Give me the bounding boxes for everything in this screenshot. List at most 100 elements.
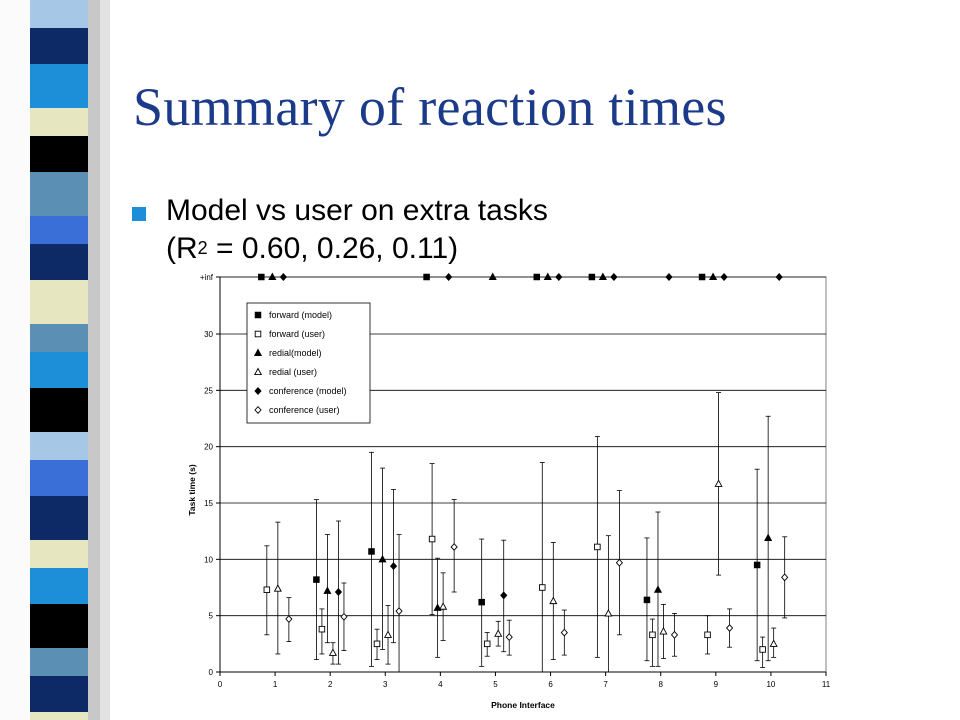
data-point-square [643, 596, 651, 604]
data-point-triangle [709, 272, 718, 281]
data-point-diamond [555, 273, 563, 281]
stripe-block [30, 216, 88, 244]
data-point-diamond [781, 573, 789, 582]
data-point-square [759, 646, 766, 653]
series-redial-model [268, 272, 773, 667]
legend-entry-label: forward (model) [269, 310, 332, 320]
data-point-square [313, 576, 320, 583]
slide-title: Summary of reaction times [133, 77, 727, 137]
x-tick-label: 5 [493, 680, 498, 689]
bullet-text: Model vs user on extra tasks (R2 = 0.60,… [166, 192, 548, 268]
series-conference-user [285, 490, 789, 673]
stripe-block [30, 108, 88, 136]
x-tick-label: 9 [714, 680, 719, 689]
x-tick-label: 8 [659, 680, 664, 689]
data-point-square [588, 273, 596, 281]
stripe-block [30, 496, 88, 540]
data-point-diamond [334, 588, 343, 596]
data-point-square [428, 535, 436, 543]
data-point-square [478, 598, 485, 606]
stripe-block [30, 64, 88, 108]
x-tick-label: 3 [383, 680, 388, 689]
data-point-triangle [323, 586, 332, 594]
reaction-time-chart: 0 5 10 15 20 25 30 +inf 0 1 2 3 4 5 6 7 8 9 10 11 forward (… [187, 272, 831, 710]
x-tick-label: 2 [328, 680, 333, 689]
x-tick-label: 10 [766, 680, 775, 689]
x-tick-label: 4 [438, 680, 443, 689]
data-point-square [373, 640, 381, 648]
data-point-square [539, 584, 546, 591]
data-point-triangle [378, 554, 387, 563]
y-tick-label: 5 [209, 612, 214, 621]
stripe-block [30, 432, 88, 460]
stripe-block [30, 676, 88, 712]
stripe-block [30, 28, 88, 64]
data-point-square [423, 273, 430, 281]
stripe-block [30, 352, 88, 388]
data-point-square [483, 640, 491, 648]
data-point-triangle [549, 596, 558, 605]
data-point-triangle [598, 272, 607, 281]
data-point-diamond [725, 624, 734, 633]
data-point-triangle [433, 603, 442, 611]
data-point-triangle [659, 626, 668, 635]
legend-box [246, 302, 371, 424]
data-point-diamond [285, 615, 293, 624]
data-point-triangle [439, 602, 448, 610]
stripe-left-margin [0, 0, 30, 720]
data-point-square [533, 273, 541, 281]
data-point-triangle [488, 272, 497, 281]
data-point-triangle [268, 272, 277, 281]
data-point-triangle [253, 348, 263, 357]
data-point-square [698, 273, 706, 281]
series-forward-user [263, 436, 766, 673]
x-tick-label: 0 [218, 680, 223, 689]
data-point-diamond [670, 630, 679, 639]
stripe-block [30, 460, 88, 496]
y-tick-label: +inf [200, 273, 214, 282]
data-point-diamond [445, 273, 453, 281]
legend: forward (model) forward (user) redial(mode… [246, 302, 371, 424]
stripe-block [30, 648, 88, 676]
data-point-triangle [604, 608, 613, 617]
data-point-diamond [340, 612, 348, 621]
bullet-line-2: (R2 = 0.60, 0.26, 0.11) [166, 230, 548, 268]
data-point-square [318, 625, 326, 633]
stripe-block [30, 388, 88, 432]
data-point-square [254, 330, 262, 338]
legend-entry-label: conference (model) [269, 386, 347, 396]
x-axis-label: Phone Interface [491, 700, 555, 710]
data-point-triangle [543, 272, 552, 281]
data-point-diamond [615, 558, 624, 567]
y-tick-label: 30 [204, 330, 213, 339]
data-point-diamond [279, 273, 287, 281]
data-point-square [649, 631, 656, 639]
data-point-triangle [383, 630, 393, 638]
data-point-triangle [653, 585, 663, 593]
stripe-block [30, 280, 88, 324]
data-point-diamond [450, 542, 458, 551]
stripe-block [30, 244, 88, 280]
data-point-triangle [273, 584, 282, 592]
r-squared-values: = 0.60, 0.26, 0.11) [207, 232, 459, 265]
series-redial-user [273, 392, 778, 673]
series-conference-model [279, 273, 783, 665]
data-point-diamond [500, 591, 508, 600]
stripe-shadow-light [100, 0, 110, 720]
data-point-square [254, 311, 262, 319]
legend-entry-label: forward (user) [269, 329, 325, 339]
bullet-square-icon [132, 207, 146, 221]
data-point-triangle [714, 479, 723, 487]
y-tick-label: 20 [204, 443, 213, 452]
decorative-stripe-bar [0, 0, 110, 720]
y-tick-label: 15 [204, 499, 213, 508]
y-tick-label: 10 [204, 555, 213, 564]
x-tick-label: 11 [822, 680, 831, 689]
data-point-diamond [665, 273, 673, 281]
stripe-block [30, 324, 88, 352]
stripe-block [30, 712, 88, 720]
data-point-square [594, 543, 601, 551]
data-point-diamond [389, 562, 398, 571]
bullet-line-1: Model vs user on extra tasks [166, 194, 548, 227]
